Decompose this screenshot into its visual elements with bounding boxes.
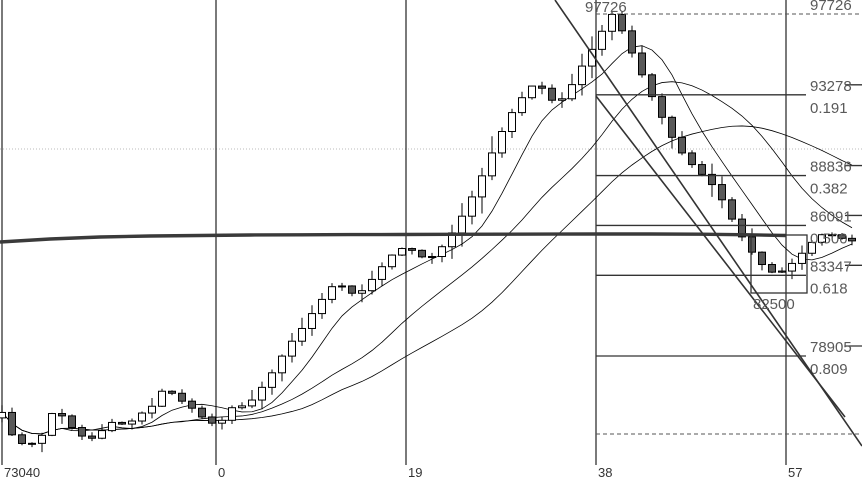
svg-text:97726: 97726 <box>810 0 852 14</box>
svg-text:0.191: 0.191 <box>810 100 848 117</box>
svg-text:38: 38 <box>598 465 612 480</box>
svg-text:19: 19 <box>408 465 422 480</box>
svg-text:0.618: 0.618 <box>810 280 848 297</box>
svg-text:0: 0 <box>218 465 225 480</box>
svg-text:82500: 82500 <box>753 296 795 313</box>
svg-text:0.809: 0.809 <box>810 361 848 378</box>
svg-text:93278: 93278 <box>810 78 852 95</box>
svg-text:83347: 83347 <box>810 258 852 275</box>
svg-text:86091: 86091 <box>810 208 852 225</box>
svg-text:0.382: 0.382 <box>810 181 848 198</box>
svg-text:73040: 73040 <box>4 465 40 480</box>
svg-text:57: 57 <box>788 465 802 480</box>
svg-text:0.500: 0.500 <box>810 230 848 247</box>
svg-text:88836: 88836 <box>810 159 852 176</box>
svg-text:97726: 97726 <box>585 0 627 16</box>
svg-text:78905: 78905 <box>810 339 852 356</box>
